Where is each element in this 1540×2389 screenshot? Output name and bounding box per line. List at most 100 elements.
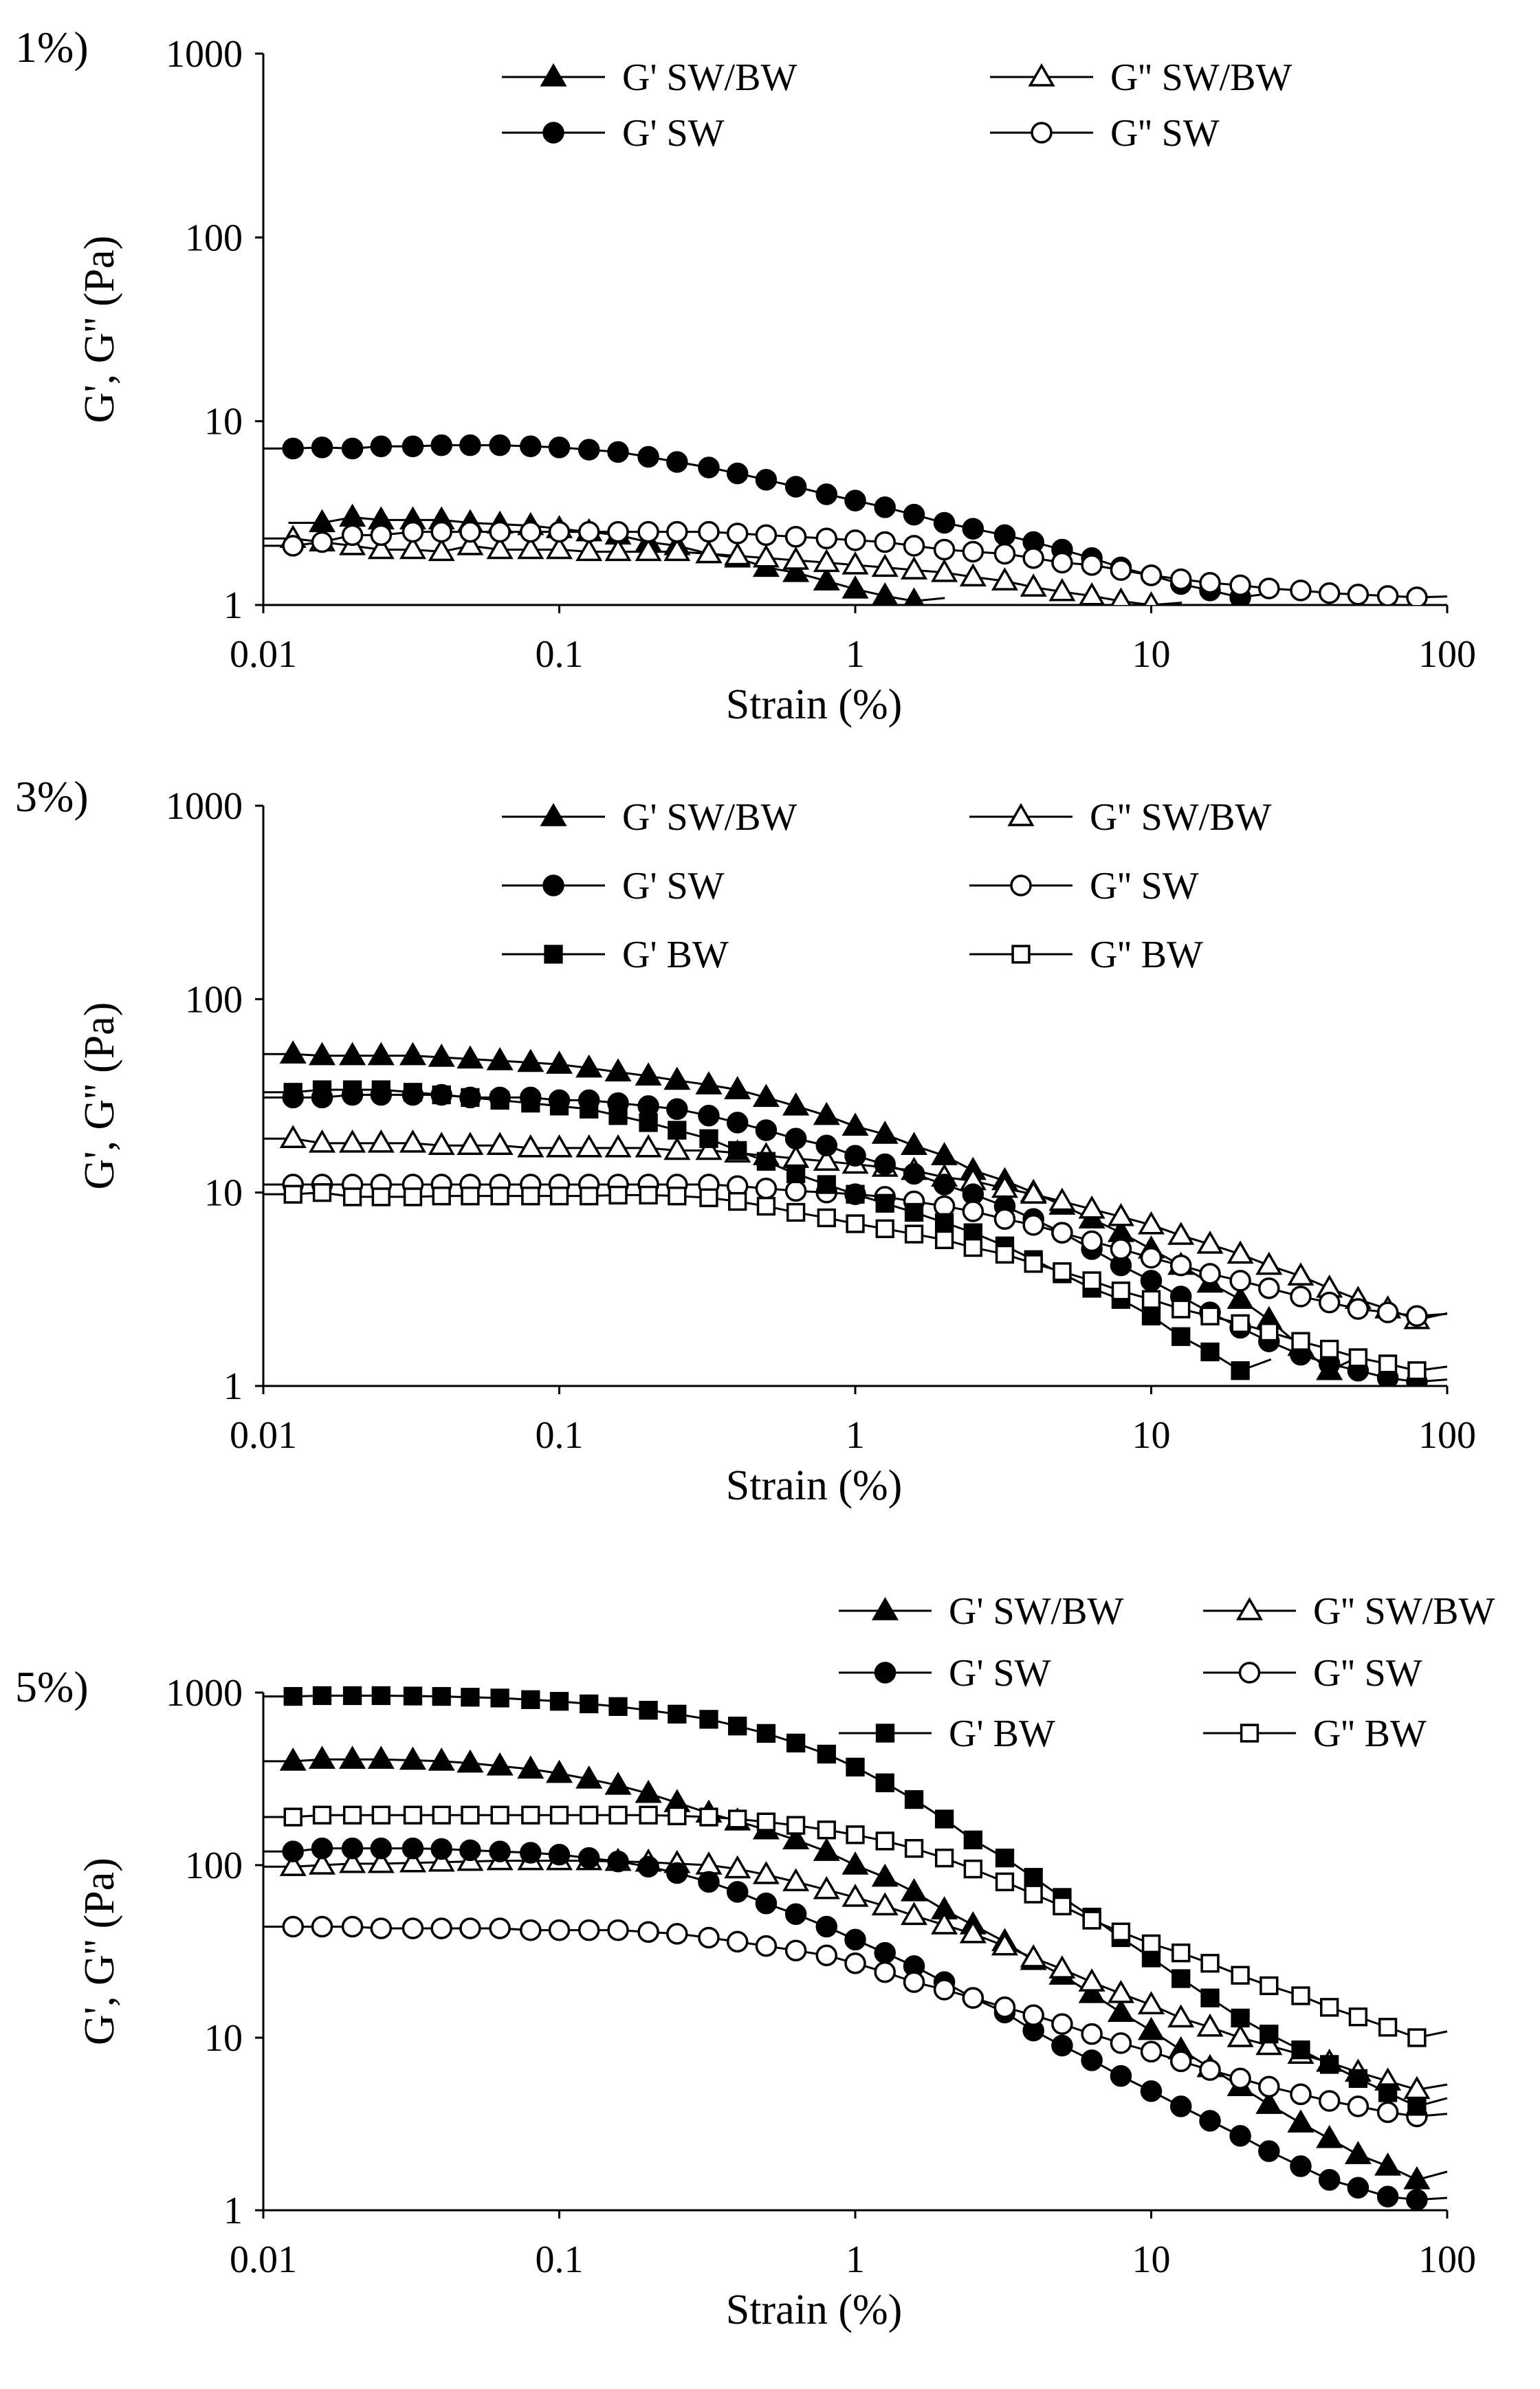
data-point	[1255, 1251, 1283, 1275]
data-point	[875, 1219, 894, 1238]
data-point	[1110, 559, 1132, 581]
data-point	[428, 1848, 455, 1872]
x-tick-label: 0.1	[536, 633, 584, 676]
data-point	[1078, 1979, 1106, 2003]
data-point	[1051, 1222, 1073, 1244]
data-point	[432, 1686, 451, 1706]
data-point	[959, 1919, 987, 1944]
legend: G' SW/BW G'' SW/BW G' SW G'' SW G' BW G'' BW	[502, 796, 1272, 976]
data-point	[548, 1844, 571, 1866]
data-point	[1078, 1968, 1106, 1992]
data-point	[1231, 1361, 1250, 1380]
data-point	[545, 1759, 573, 1783]
data-point	[755, 1177, 778, 1200]
data-point	[341, 524, 364, 547]
data-point	[698, 456, 720, 478]
data-point	[459, 434, 481, 456]
legend-marker	[1010, 874, 1032, 896]
data-point	[578, 1919, 600, 1941]
data-point	[1320, 1998, 1339, 2017]
data-point	[991, 567, 1018, 591]
data-point	[782, 1868, 810, 1892]
data-point	[933, 1195, 956, 1218]
legend-label: G' SW	[622, 865, 725, 907]
legend-label: G'' BW	[1090, 934, 1203, 976]
legend-item: G' SW/BW	[502, 56, 797, 99]
data-point	[639, 1185, 658, 1205]
data-point	[1406, 586, 1428, 605]
data-point	[430, 1838, 452, 1860]
data-point	[339, 1746, 366, 1769]
data-point	[279, 1125, 307, 1148]
data-point	[1137, 1991, 1165, 2014]
data-point	[698, 1104, 720, 1127]
legend-item: G' SW	[839, 1652, 1051, 1695]
x-tick-label: 10	[1132, 2238, 1171, 2281]
data-point	[666, 1098, 688, 1121]
data-point	[520, 435, 542, 457]
data-point	[874, 531, 896, 553]
data-point	[931, 1911, 958, 1935]
data-point	[486, 536, 514, 560]
data-point	[756, 1152, 776, 1171]
data-point	[637, 1095, 659, 1117]
x-axis-title: Strain (%)	[726, 2287, 903, 2333]
y-tick-label: 100	[185, 217, 243, 259]
data-point	[1022, 1214, 1044, 1236]
data-point	[607, 1850, 629, 1873]
data-point	[311, 1915, 333, 1938]
data-point	[666, 1923, 688, 1945]
data-point	[1143, 591, 1160, 605]
x-tick-label: 1	[846, 1414, 865, 1457]
data-point	[312, 1080, 332, 1099]
data-point	[1169, 2050, 1192, 2073]
data-point	[813, 1101, 840, 1125]
data-point	[279, 1040, 307, 1064]
data-point	[1258, 577, 1280, 599]
data-point	[608, 1185, 628, 1205]
data-point	[461, 1088, 480, 1108]
data-point	[575, 538, 603, 562]
data-point	[1020, 1944, 1047, 1968]
y-tick-label: 100	[185, 1845, 243, 1887]
data-point	[786, 1202, 806, 1222]
legend-item: G'' BW	[969, 934, 1203, 976]
data-point	[931, 558, 958, 582]
data-point	[991, 1932, 1018, 1956]
data-point	[903, 1163, 925, 1185]
y-tick-label: 10	[204, 401, 243, 443]
data-point	[1169, 1254, 1192, 1277]
data-point	[844, 529, 866, 551]
data-point	[903, 1971, 925, 1993]
data-point	[1110, 1238, 1132, 1260]
data-point	[402, 520, 424, 543]
plot-area	[263, 1686, 1448, 2210]
data-point	[934, 1230, 954, 1249]
data-point	[1051, 2013, 1073, 2035]
data-point	[578, 1847, 600, 1869]
data-point	[490, 1688, 509, 1708]
data-point	[1141, 1306, 1161, 1325]
data-point	[604, 538, 632, 562]
data-point	[456, 531, 484, 555]
data-point	[1406, 1305, 1428, 1327]
data-point	[1348, 1348, 1368, 1367]
data-point	[308, 1129, 336, 1153]
data-point	[699, 1710, 718, 1729]
data-point	[1172, 1969, 1191, 1988]
data-point	[517, 1755, 544, 1779]
data-point	[1199, 2059, 1221, 2081]
data-point	[842, 1851, 869, 1875]
legend-marker	[1240, 1724, 1260, 1743]
data-point	[1318, 1291, 1341, 1314]
data-point	[489, 520, 511, 543]
data-point	[786, 1733, 806, 1753]
data-point	[342, 1187, 362, 1207]
data-point	[1053, 1262, 1072, 1281]
data-point	[963, 1830, 982, 1849]
data-point	[1022, 547, 1044, 569]
x-tick-label: 1	[846, 633, 865, 676]
legend-marker	[875, 1724, 895, 1743]
data-point	[1374, 2152, 1402, 2176]
data-point	[784, 1903, 807, 1926]
